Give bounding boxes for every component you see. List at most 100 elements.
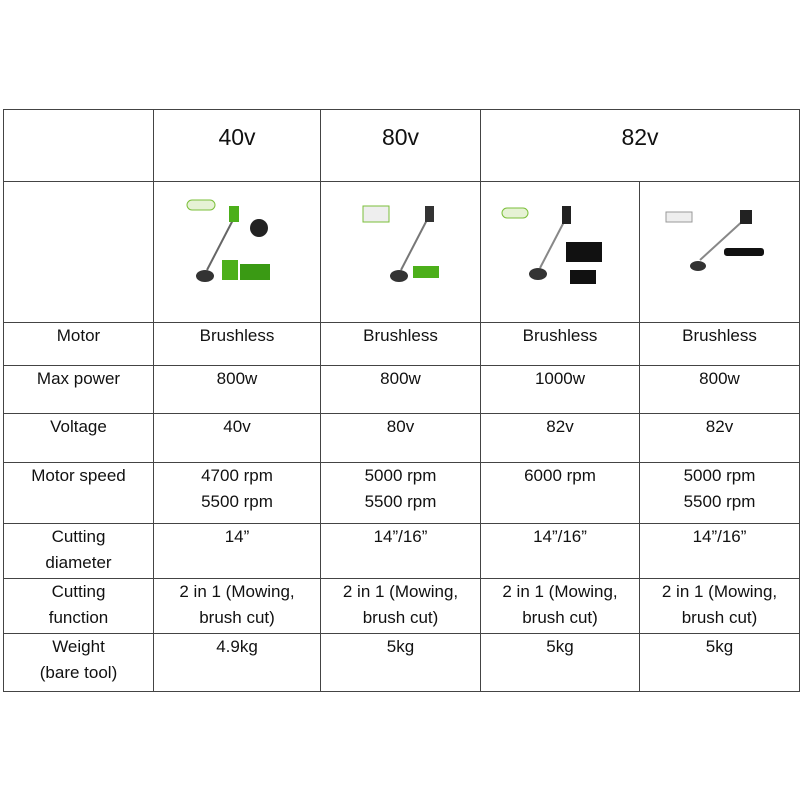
- header-cell: 80v: [320, 109, 481, 182]
- trimmer-image: [665, 210, 764, 271]
- spec-row: Motor speed 4700 rpm 5500 rpm 5000 rpm 5500 …: [3, 462, 800, 524]
- cell-text: 1000w: [534, 369, 586, 388]
- row-label: Max power: [3, 365, 154, 414]
- spec-cell: 2 in 1 (Mowing, brush cut): [480, 578, 640, 634]
- spec-cell: Brushless: [480, 322, 640, 366]
- product-image: [153, 181, 321, 323]
- spec-cell: 800w: [639, 365, 800, 414]
- cell-text: 82v: [546, 417, 574, 436]
- cell-text: 14”: [224, 527, 250, 546]
- cell-text: 2 in 1 (Mowing,: [661, 582, 778, 601]
- cell-text: Cutting: [51, 582, 106, 601]
- spec-row: Cutting diameter 14” 14”/16” 14”/16” 14”/16”: [3, 523, 800, 579]
- spec-cell: 5000 rpm 5500 rpm: [639, 462, 800, 524]
- spec-cell: 82v: [639, 413, 800, 463]
- spec-cell: Brushless: [639, 322, 800, 366]
- spec-cell: 40v: [153, 413, 321, 463]
- spec-cell: 14”/16”: [320, 523, 481, 579]
- spec-table: 40v 80v 82v: [3, 109, 800, 692]
- cell-text: 5500 rpm: [201, 492, 273, 511]
- cell-text: Brushless: [199, 326, 275, 345]
- cell-text: 800w: [380, 369, 421, 388]
- cell-text: function: [48, 608, 109, 627]
- cell-text: 2 in 1 (Mowing,: [179, 582, 295, 601]
- spec-cell: 4700 rpm 5500 rpm: [153, 462, 321, 524]
- cell-text: 82v: [705, 417, 734, 436]
- cell-text: Weight: [52, 637, 105, 656]
- spec-cell: 2 in 1 (Mowing, brush cut): [320, 578, 481, 634]
- cell-text: 5500 rpm: [364, 492, 437, 511]
- cell-text: 5kg: [546, 637, 574, 656]
- spec-cell: 2 in 1 (Mowing, brush cut): [639, 578, 800, 634]
- spec-cell: 5kg: [639, 633, 800, 692]
- spec-cell: 2 in 1 (Mowing, brush cut): [153, 578, 321, 634]
- cell-text: Brushless: [363, 326, 438, 345]
- cell-text: 2 in 1 (Mowing,: [502, 582, 618, 601]
- spec-cell: 6000 rpm: [480, 462, 640, 524]
- cell-text: 5000 rpm: [364, 466, 437, 485]
- cell-text: 5kg: [386, 637, 415, 656]
- cell-text: diameter: [45, 553, 112, 572]
- image-row: [3, 181, 800, 323]
- spec-cell: 82v: [480, 413, 640, 463]
- cell-text: 800w: [699, 369, 740, 388]
- cell-text: 14”/16”: [373, 527, 428, 546]
- spec-cell: Brushless: [320, 322, 481, 366]
- spec-cell: 5kg: [480, 633, 640, 692]
- header-cell: 82v: [480, 109, 800, 182]
- spec-cell: 14”/16”: [480, 523, 640, 579]
- cell-text: Max power: [36, 369, 121, 388]
- cell-text: 5000 rpm: [683, 466, 756, 485]
- spec-row: Cutting function 2 in 1 (Mowing, brush cut)…: [3, 578, 800, 634]
- row-label: Voltage: [3, 413, 154, 463]
- cell-text: 800w: [216, 369, 258, 388]
- empty-cell: [3, 181, 154, 323]
- cell-text: brush cut): [522, 608, 598, 627]
- spec-row: Voltage 40v 80v 82v 82v: [3, 413, 800, 463]
- spec-cell: 1000w: [480, 365, 640, 414]
- spec-cell: 80v: [320, 413, 481, 463]
- cell-text: 14”/16”: [692, 527, 747, 546]
- spec-cell: 14”/16”: [639, 523, 800, 579]
- row-label: Weight (bare tool): [3, 633, 154, 692]
- cell-text: brush cut): [362, 608, 439, 627]
- cell-text: Brushless: [682, 326, 757, 345]
- cell-text: brush cut): [199, 608, 275, 627]
- spec-cell: 4.9kg: [153, 633, 321, 692]
- cell-text: 5500 rpm: [683, 492, 756, 511]
- cell-text: Motor: [56, 326, 101, 345]
- row-label: Motor: [3, 322, 154, 366]
- row-label: Motor speed: [3, 462, 154, 524]
- spec-row: Motor Brushless Brushless Brushless Brushles…: [3, 322, 800, 366]
- cell-text: Motor speed: [31, 466, 126, 485]
- cell-text: 80v: [386, 417, 415, 436]
- header-row: 40v 80v 82v: [3, 109, 800, 182]
- spec-cell: 14”: [153, 523, 321, 579]
- header-cell: 40v: [153, 109, 321, 182]
- trimmer-image: [186, 199, 270, 282]
- cell-text: 14”/16”: [533, 527, 587, 546]
- cell-text: brush cut): [681, 608, 758, 627]
- cell-text: 4700 rpm: [201, 466, 273, 485]
- row-label: Cutting diameter: [3, 523, 154, 579]
- cell-text: 40v: [223, 417, 251, 436]
- product-image: [480, 181, 640, 323]
- spec-row: Max power 800w 800w 1000w 800w: [3, 365, 800, 414]
- cell-text: Cutting: [51, 527, 106, 546]
- cell-text: 4.9kg: [216, 637, 258, 656]
- cell-text: 6000 rpm: [524, 466, 596, 485]
- cell-text: Brushless: [522, 326, 598, 345]
- empty-cell: [3, 109, 154, 182]
- cell-text: (bare tool): [39, 663, 118, 682]
- spec-cell: 5kg: [320, 633, 481, 692]
- spec-cell: 5000 rpm 5500 rpm: [320, 462, 481, 524]
- cell-text: 5kg: [705, 637, 734, 656]
- cell-text: 2 in 1 (Mowing,: [342, 582, 459, 601]
- spec-cell: 800w: [153, 365, 321, 414]
- trimmer-image: [501, 206, 602, 284]
- cell-text: Voltage: [50, 417, 107, 436]
- product-image: [320, 181, 481, 323]
- row-label: Cutting function: [3, 578, 154, 634]
- spec-cell: Brushless: [153, 322, 321, 366]
